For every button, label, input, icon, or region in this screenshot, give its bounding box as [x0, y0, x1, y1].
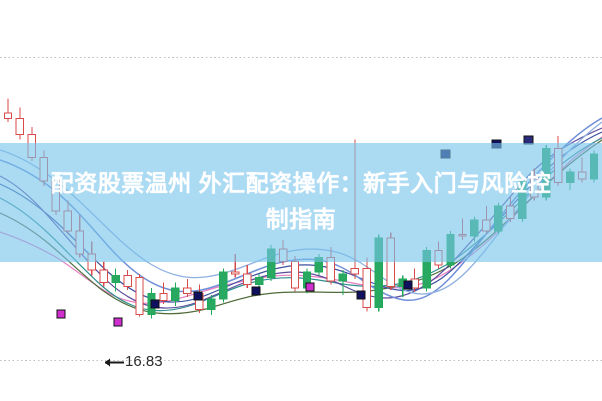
candle-body: [51, 180, 60, 212]
candle-body: [458, 233, 467, 237]
candle-body: [15, 117, 25, 135]
marker-navy: [193, 291, 203, 301]
candle-body: [314, 257, 324, 273]
candle-body: [243, 273, 252, 285]
candle-body: [219, 271, 228, 300]
candle-body: [518, 178, 527, 219]
candle-body: [27, 133, 37, 159]
candle-body: [326, 257, 336, 282]
marker-navy: [403, 280, 413, 290]
price-annotation-label: 16.83: [125, 353, 163, 370]
marker-navy: [523, 135, 534, 145]
marker-navy: [440, 149, 451, 159]
candle-body: [39, 157, 49, 182]
candle-body: [63, 210, 72, 232]
candle-body: [338, 273, 348, 282]
marker-navy: [491, 139, 502, 149]
candle-body: [75, 230, 84, 255]
candle-body: [254, 276, 264, 285]
candle-body: [530, 178, 539, 198]
candle-body: [386, 237, 395, 287]
marker-magenta: [305, 282, 315, 292]
marker-magenta: [113, 317, 123, 327]
candle-body: [422, 250, 431, 289]
candle-body: [446, 233, 455, 266]
candle-body: [111, 275, 120, 284]
candle-body: [494, 205, 503, 232]
candle-body: [99, 269, 108, 284]
price-arrow: [104, 358, 124, 367]
candle-body: [589, 153, 599, 180]
candle-body: [542, 148, 551, 198]
marker-magenta: [56, 309, 66, 319]
candle-body: [183, 287, 192, 295]
candle-body: [123, 275, 132, 287]
candle-body: [350, 267, 360, 275]
candle-body: [565, 171, 575, 184]
candle-body: [470, 219, 479, 237]
candle-body: [266, 248, 276, 278]
candle-body: [553, 148, 563, 184]
candle-body: [135, 276, 144, 315]
candle-body: [159, 292, 168, 301]
candle-body: [362, 267, 372, 309]
candle-body: [87, 253, 96, 271]
candle-body: [374, 237, 383, 309]
candle-body: [506, 205, 515, 219]
marker-navy: [150, 299, 160, 309]
candle-body: [231, 271, 240, 275]
candle-body: [3, 112, 13, 119]
candle-body: [577, 171, 587, 180]
candle-body: [290, 260, 300, 289]
candle-body: [278, 248, 288, 262]
marker-navy: [251, 286, 261, 296]
candle-body: [171, 287, 180, 302]
candle-body: [482, 219, 491, 232]
marker-navy: [356, 290, 366, 300]
candle-body: [434, 250, 443, 266]
candle-body: [207, 298, 216, 310]
